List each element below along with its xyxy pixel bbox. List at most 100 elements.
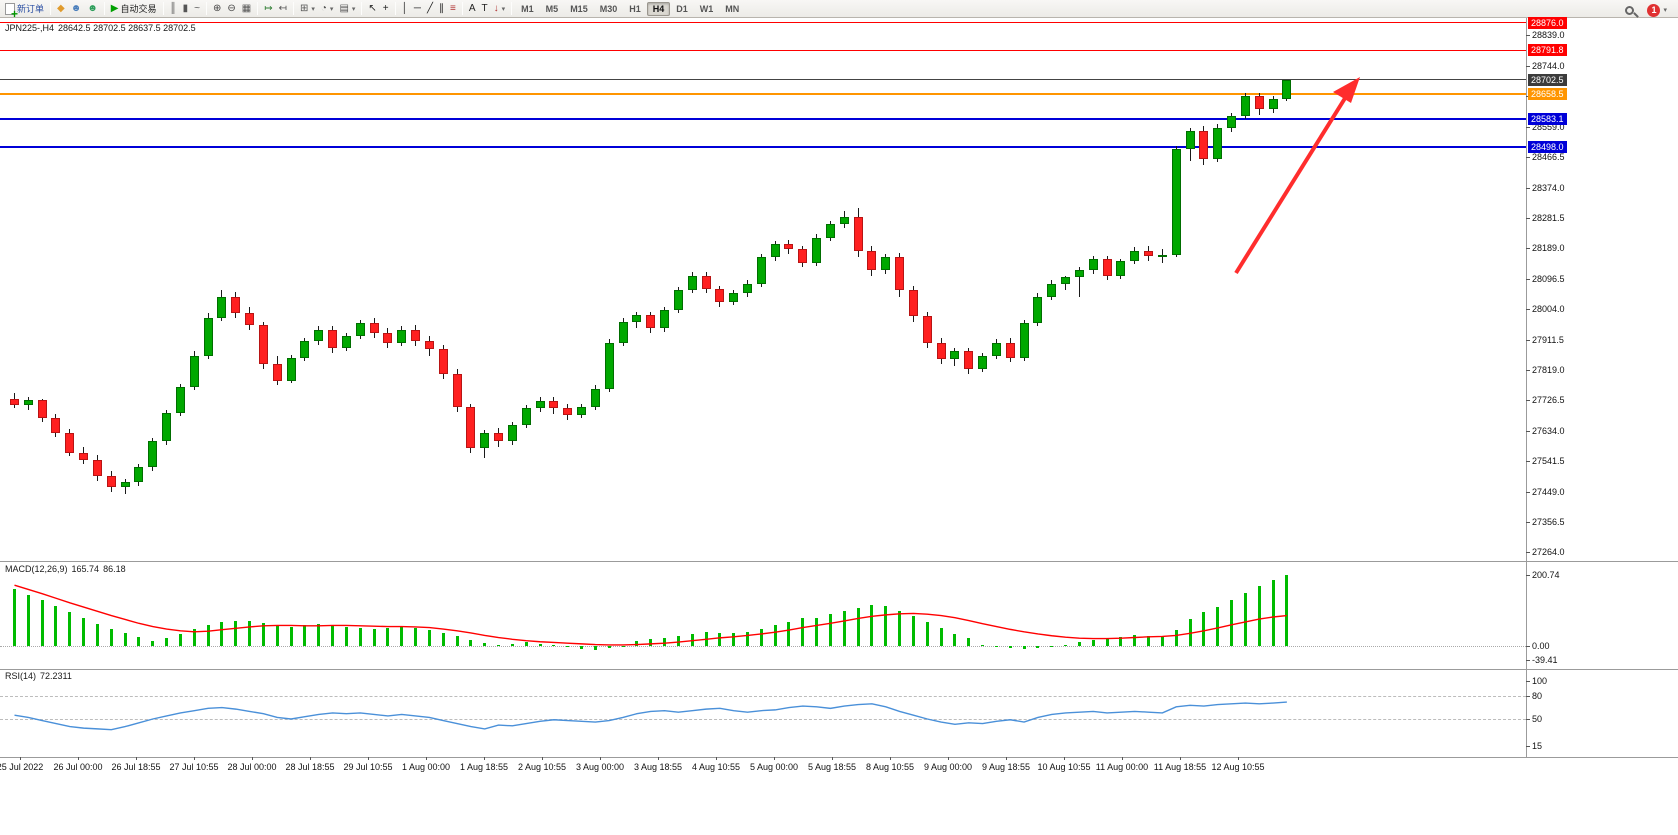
macd-pane-separator[interactable] bbox=[0, 561, 1678, 562]
chart-shift-button[interactable]: ↤ bbox=[276, 1, 290, 17]
crosshair-button[interactable]: + bbox=[380, 1, 392, 17]
period-d1-button[interactable]: D1 bbox=[676, 3, 688, 14]
resistance-line-2[interactable] bbox=[0, 49, 1526, 51]
fibonacci-button[interactable]: ≡ bbox=[447, 1, 459, 17]
rsi-tick: 80 bbox=[1532, 691, 1543, 702]
period-m1-button[interactable]: M1 bbox=[521, 3, 534, 14]
candle-up bbox=[507, 424, 517, 442]
candle-down bbox=[494, 433, 504, 442]
chart-plot[interactable] bbox=[0, 18, 1526, 561]
price-tick-mark bbox=[1526, 248, 1530, 250]
macd-histogram-bar bbox=[580, 646, 584, 649]
period-m5-button[interactable]: M5 bbox=[545, 3, 559, 14]
new-chart-button[interactable]: ⊞ ▾ bbox=[297, 1, 318, 17]
resistance-line-1[interactable] bbox=[0, 22, 1526, 24]
zoom-in-button[interactable]: ⊕ bbox=[210, 1, 224, 17]
signals-button[interactable]: ☻ bbox=[84, 1, 101, 17]
search-button[interactable] bbox=[1622, 2, 1637, 18]
candle-chart-button[interactable]: ▮ bbox=[180, 1, 192, 17]
new-order-button[interactable]: 新订单 bbox=[2, 1, 47, 19]
candle-up bbox=[687, 275, 697, 291]
macd-histogram-bar bbox=[1036, 646, 1040, 648]
macd-histogram-bar bbox=[566, 646, 570, 648]
zoom-out-button[interactable]: ⊖ bbox=[224, 1, 238, 17]
arrows-button[interactable]: ↓ ▾ bbox=[491, 1, 509, 17]
candle-up bbox=[203, 317, 213, 356]
candle-up bbox=[1047, 283, 1057, 297]
bars-icon: ║ bbox=[169, 2, 177, 14]
macd-histogram-bar bbox=[248, 621, 252, 646]
time-label: 26 Jul 00:00 bbox=[53, 762, 103, 772]
candle-up bbox=[812, 237, 822, 263]
candle-up bbox=[978, 355, 988, 370]
period-w1-button[interactable]: W1 bbox=[699, 3, 714, 14]
auto-scroll-button[interactable]: ↦ bbox=[261, 1, 275, 17]
candle-up bbox=[355, 323, 365, 337]
toolbar-separator bbox=[205, 2, 207, 15]
macd-histogram-bar bbox=[704, 631, 708, 646]
current-price-line[interactable] bbox=[0, 79, 1526, 81]
candle-up bbox=[148, 441, 158, 467]
price-tick: 27911.5 bbox=[1532, 334, 1564, 345]
period-h1-button[interactable]: H1 bbox=[629, 3, 641, 14]
candle-down bbox=[922, 316, 932, 343]
time-tick-mark bbox=[774, 757, 775, 760]
clock-icon: ◔ bbox=[320, 2, 327, 14]
notifications-button[interactable]: 1 ▾ bbox=[1644, 2, 1670, 18]
macd-histogram-bar bbox=[1077, 641, 1081, 646]
cursor-button[interactable]: ↖ bbox=[365, 1, 379, 17]
macd-tick-mark bbox=[1526, 659, 1530, 661]
horizontal-line-button[interactable]: ─ bbox=[411, 1, 424, 17]
symbol-name: JPN225-,H4 bbox=[5, 23, 55, 33]
candle-down bbox=[258, 324, 268, 365]
candle-down bbox=[106, 476, 116, 488]
templates-button[interactable]: ▤ ▾ bbox=[336, 1, 358, 17]
trendline-button[interactable]: ╱ bbox=[424, 1, 436, 17]
period-m30-button[interactable]: M30 bbox=[599, 3, 618, 14]
price-tick-mark bbox=[1526, 187, 1530, 189]
candle-up bbox=[162, 413, 172, 442]
time-label: 11 Aug 00:00 bbox=[1095, 762, 1149, 772]
candle-up bbox=[590, 388, 600, 408]
macd-histogram-bar bbox=[911, 615, 915, 646]
time-tick-mark bbox=[136, 757, 137, 760]
autoscroll-icon: ↦ bbox=[264, 2, 273, 14]
price-tick-mark bbox=[1526, 126, 1530, 128]
bar-chart-button[interactable]: ║ bbox=[167, 1, 180, 17]
tile-windows-button[interactable]: ▦ bbox=[239, 1, 254, 17]
rsi-pane-separator[interactable] bbox=[0, 669, 1678, 670]
line-chart-button[interactable]: ~ bbox=[191, 1, 203, 17]
time-tick-mark bbox=[1238, 757, 1239, 760]
toolbar-separator bbox=[257, 2, 259, 15]
candle-up bbox=[1240, 96, 1250, 116]
candle-up bbox=[770, 244, 780, 258]
period-h4-button[interactable]: H4 bbox=[646, 1, 671, 16]
macd-histogram-bar bbox=[13, 589, 16, 646]
profile-button[interactable]: ☻ bbox=[68, 1, 85, 17]
support-line-1[interactable] bbox=[0, 117, 1526, 120]
macd-histogram-bar bbox=[1230, 600, 1234, 646]
toolbar-separator bbox=[292, 2, 294, 15]
period-m15-button[interactable]: M15 bbox=[570, 3, 588, 14]
orange-level-line[interactable] bbox=[0, 93, 1526, 96]
candle-up bbox=[189, 355, 199, 387]
candle-down bbox=[1005, 342, 1015, 358]
price-tick: 27541.5 bbox=[1532, 456, 1565, 467]
equidistant-channel-button[interactable]: ∥ bbox=[436, 1, 447, 17]
support-line-2[interactable] bbox=[0, 145, 1526, 148]
text-button[interactable]: A bbox=[466, 1, 479, 17]
autotrading-button[interactable]: ▶ 自动交易 bbox=[108, 1, 160, 17]
price-tick-mark bbox=[1526, 461, 1530, 463]
price-tick-mark bbox=[1526, 309, 1530, 311]
period-mn-button[interactable]: MN bbox=[725, 3, 740, 14]
macd-histogram-bar bbox=[787, 621, 791, 646]
candle-up bbox=[1088, 259, 1098, 271]
market-button[interactable]: ◆ bbox=[54, 1, 68, 17]
vertical-line-button[interactable]: │ bbox=[399, 1, 411, 17]
periods-menu-button[interactable]: ◔ ▾ bbox=[318, 1, 337, 17]
text-label-button[interactable]: T bbox=[479, 1, 491, 17]
cursor-icon: ↖ bbox=[368, 2, 377, 14]
price-tick: 27726.5 bbox=[1532, 395, 1565, 406]
candle-down bbox=[563, 408, 573, 416]
price-tick-mark bbox=[1526, 65, 1530, 67]
